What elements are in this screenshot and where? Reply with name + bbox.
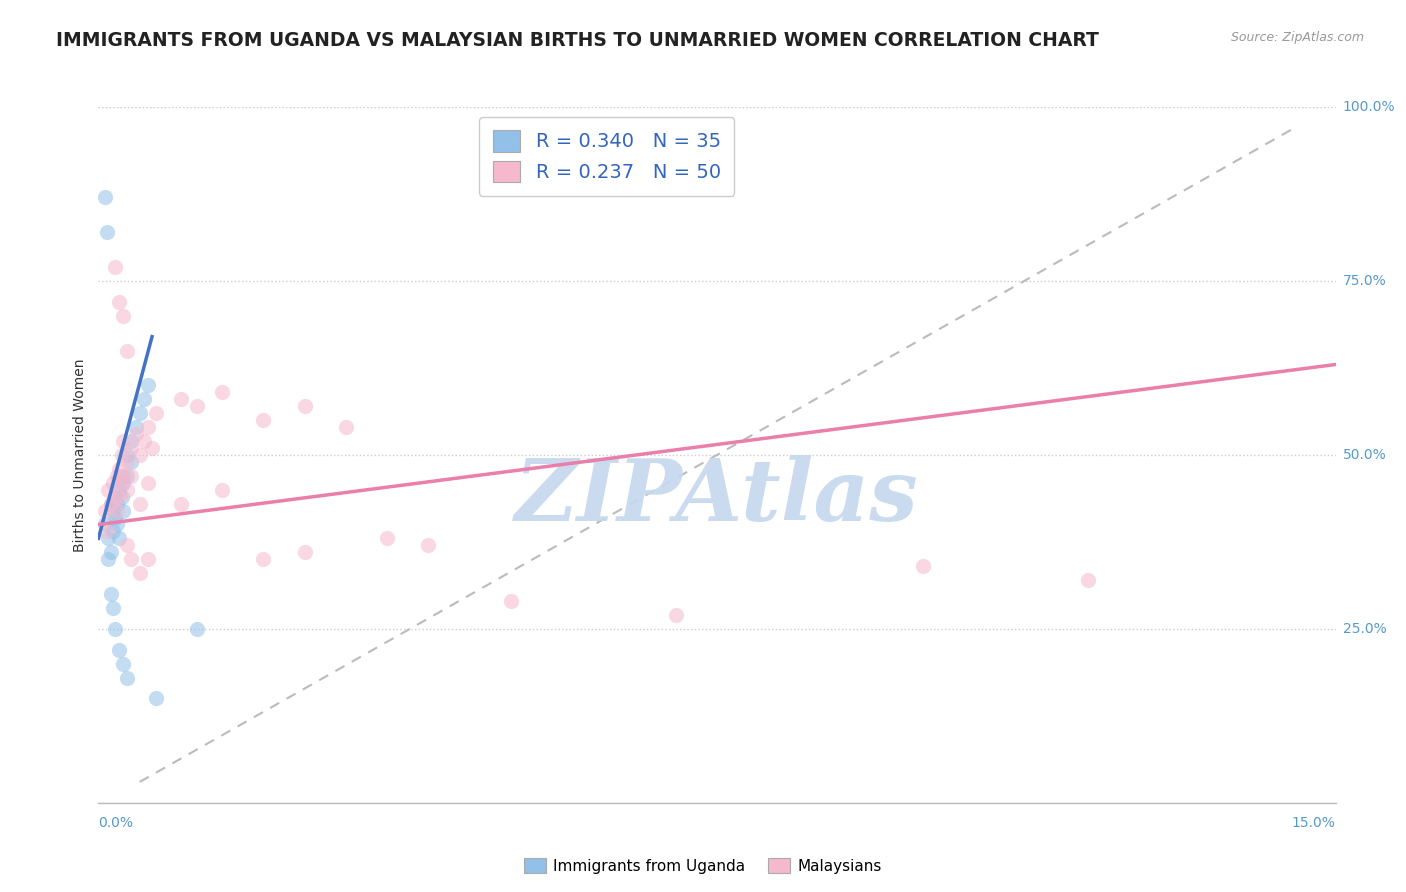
Point bbox=[117, 538, 139, 552]
Point bbox=[211, 385, 233, 400]
Point bbox=[104, 260, 127, 274]
Point bbox=[110, 475, 132, 490]
Point bbox=[105, 517, 128, 532]
Point bbox=[105, 497, 128, 511]
Point bbox=[117, 468, 139, 483]
Point bbox=[252, 552, 274, 566]
Point bbox=[335, 420, 357, 434]
Text: 100.0%: 100.0% bbox=[1343, 100, 1395, 114]
Point bbox=[128, 406, 150, 420]
Point bbox=[186, 399, 208, 413]
Point bbox=[145, 691, 167, 706]
Point bbox=[294, 399, 316, 413]
Point bbox=[108, 490, 131, 504]
Text: 0.0%: 0.0% bbox=[98, 816, 134, 830]
Point bbox=[94, 190, 117, 204]
Point bbox=[100, 587, 122, 601]
Point bbox=[100, 497, 122, 511]
Point bbox=[128, 566, 150, 581]
Point bbox=[124, 427, 146, 442]
Point bbox=[117, 671, 139, 685]
Point bbox=[110, 448, 132, 462]
Point bbox=[120, 434, 142, 448]
Point bbox=[100, 497, 122, 511]
Point bbox=[103, 524, 125, 539]
Point bbox=[104, 490, 127, 504]
Point bbox=[117, 455, 139, 469]
Point bbox=[136, 552, 159, 566]
Legend: Immigrants from Uganda, Malaysians: Immigrants from Uganda, Malaysians bbox=[519, 852, 887, 880]
Point bbox=[145, 406, 167, 420]
Point bbox=[124, 420, 146, 434]
Point bbox=[105, 468, 128, 483]
Point bbox=[211, 483, 233, 497]
Point bbox=[97, 483, 120, 497]
Point bbox=[110, 468, 132, 483]
Point bbox=[112, 475, 135, 490]
Text: Source: ZipAtlas.com: Source: ZipAtlas.com bbox=[1230, 31, 1364, 45]
Point bbox=[120, 552, 142, 566]
Point bbox=[120, 455, 142, 469]
Point bbox=[499, 594, 522, 608]
Point bbox=[665, 607, 688, 622]
Text: IMMIGRANTS FROM UGANDA VS MALAYSIAN BIRTHS TO UNMARRIED WOMEN CORRELATION CHART: IMMIGRANTS FROM UGANDA VS MALAYSIAN BIRT… bbox=[56, 31, 1099, 50]
Point bbox=[112, 468, 135, 483]
Text: 15.0%: 15.0% bbox=[1292, 816, 1336, 830]
Point bbox=[132, 434, 155, 448]
Point bbox=[105, 503, 128, 517]
Point bbox=[110, 490, 132, 504]
Point bbox=[120, 441, 142, 455]
Point bbox=[108, 483, 131, 497]
Point bbox=[108, 532, 131, 546]
Point bbox=[252, 413, 274, 427]
Point bbox=[120, 468, 142, 483]
Point bbox=[97, 532, 120, 546]
Point bbox=[128, 497, 150, 511]
Point bbox=[136, 475, 159, 490]
Point bbox=[104, 490, 127, 504]
Point bbox=[103, 475, 125, 490]
Point bbox=[112, 309, 135, 323]
Point bbox=[136, 420, 159, 434]
Point bbox=[141, 441, 163, 455]
Point bbox=[108, 462, 131, 476]
Text: 50.0%: 50.0% bbox=[1343, 448, 1386, 462]
Text: 75.0%: 75.0% bbox=[1343, 274, 1386, 288]
Point bbox=[132, 392, 155, 407]
Point bbox=[96, 524, 118, 539]
Point bbox=[112, 434, 135, 448]
Point bbox=[117, 343, 139, 358]
Point bbox=[128, 448, 150, 462]
Point bbox=[94, 517, 117, 532]
Point bbox=[103, 601, 125, 615]
Point bbox=[103, 503, 125, 517]
Point bbox=[418, 538, 440, 552]
Point bbox=[117, 448, 139, 462]
Point bbox=[170, 497, 193, 511]
Point bbox=[912, 559, 935, 574]
Point bbox=[108, 642, 131, 657]
Point bbox=[375, 532, 398, 546]
Point bbox=[1077, 573, 1099, 587]
Point bbox=[108, 294, 131, 309]
Point bbox=[186, 622, 208, 636]
Point bbox=[94, 503, 117, 517]
Point bbox=[117, 483, 139, 497]
Text: ZIPAtlas: ZIPAtlas bbox=[515, 455, 920, 539]
Legend: R = 0.340   N = 35, R = 0.237   N = 50: R = 0.340 N = 35, R = 0.237 N = 50 bbox=[479, 117, 734, 196]
Point bbox=[112, 657, 135, 671]
Point bbox=[170, 392, 193, 407]
Point bbox=[294, 545, 316, 559]
Point bbox=[104, 622, 127, 636]
Point bbox=[96, 225, 118, 239]
Point bbox=[104, 510, 127, 524]
Point bbox=[112, 503, 135, 517]
Point bbox=[136, 378, 159, 392]
Point bbox=[100, 545, 122, 559]
Point bbox=[97, 552, 120, 566]
Y-axis label: Births to Unmarried Women: Births to Unmarried Women bbox=[73, 359, 87, 551]
Text: 25.0%: 25.0% bbox=[1343, 622, 1386, 636]
